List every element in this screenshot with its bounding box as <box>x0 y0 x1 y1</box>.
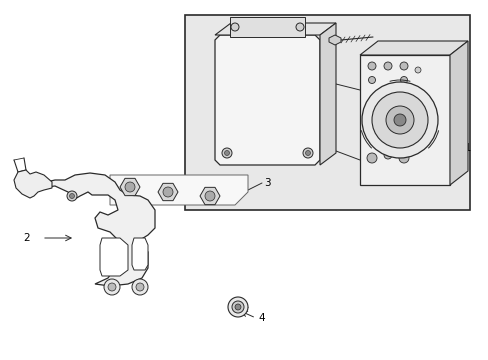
Bar <box>359 55 449 185</box>
Circle shape <box>222 148 231 158</box>
Circle shape <box>361 82 437 158</box>
Polygon shape <box>359 41 467 55</box>
Circle shape <box>224 150 229 156</box>
Polygon shape <box>100 238 128 276</box>
Circle shape <box>383 62 391 70</box>
Text: 2: 2 <box>23 233 30 243</box>
Polygon shape <box>215 35 319 165</box>
Circle shape <box>136 283 143 291</box>
Polygon shape <box>319 23 335 165</box>
Circle shape <box>366 153 376 163</box>
Text: -1: -1 <box>461 143 471 153</box>
Circle shape <box>303 148 312 158</box>
Polygon shape <box>215 23 335 35</box>
Circle shape <box>383 151 391 159</box>
Circle shape <box>235 304 241 310</box>
Circle shape <box>231 301 244 313</box>
Circle shape <box>227 297 247 317</box>
Circle shape <box>414 67 420 73</box>
Circle shape <box>393 114 405 126</box>
Circle shape <box>230 23 239 31</box>
Circle shape <box>69 194 74 198</box>
Circle shape <box>163 187 173 197</box>
Polygon shape <box>158 183 178 201</box>
Text: 3: 3 <box>264 178 270 188</box>
Circle shape <box>367 62 375 70</box>
Circle shape <box>414 92 420 98</box>
Circle shape <box>414 117 420 123</box>
Polygon shape <box>14 170 52 198</box>
Circle shape <box>400 77 407 84</box>
Circle shape <box>108 283 116 291</box>
Polygon shape <box>449 41 467 185</box>
Polygon shape <box>110 175 247 205</box>
Circle shape <box>371 92 427 148</box>
Circle shape <box>125 182 135 192</box>
Polygon shape <box>229 17 305 37</box>
Polygon shape <box>30 173 155 286</box>
Bar <box>184 15 469 210</box>
Polygon shape <box>328 35 340 45</box>
Polygon shape <box>132 238 148 270</box>
Circle shape <box>104 279 120 295</box>
Text: 4: 4 <box>258 313 264 323</box>
Circle shape <box>204 191 215 201</box>
Circle shape <box>399 62 407 70</box>
Circle shape <box>385 106 413 134</box>
Circle shape <box>398 153 408 163</box>
Polygon shape <box>200 187 220 205</box>
Circle shape <box>132 279 148 295</box>
Polygon shape <box>120 178 140 196</box>
Circle shape <box>368 77 375 84</box>
Circle shape <box>67 191 77 201</box>
Circle shape <box>295 23 304 31</box>
Circle shape <box>305 150 310 156</box>
